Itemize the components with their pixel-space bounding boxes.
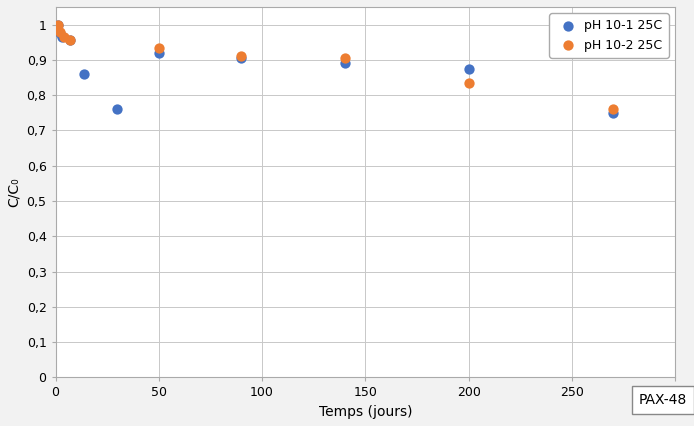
pH 10-2 25C [65,37,76,44]
pH 10-2 25C [153,44,164,51]
Text: PAX-48: PAX-48 [638,394,687,407]
pH 10-1 25C [153,49,164,56]
pH 10-2 25C [52,21,63,28]
pH 10-2 25C [463,79,474,86]
pH 10-1 25C [65,37,76,44]
pH 10-2 25C [608,106,619,113]
pH 10-1 25C [56,34,67,40]
pH 10-1 25C [339,60,350,67]
pH 10-1 25C [608,109,619,116]
pH 10-1 25C [54,30,65,37]
pH 10-2 25C [339,55,350,61]
pH 10-1 25C [52,21,63,28]
X-axis label: Temps (jours): Temps (jours) [319,405,412,419]
pH 10-2 25C [54,28,65,35]
pH 10-2 25C [58,34,69,40]
pH 10-1 25C [463,65,474,72]
pH 10-1 25C [112,106,123,113]
pH 10-2 25C [236,53,247,60]
Y-axis label: C/C₀: C/C₀ [7,177,21,207]
pH 10-1 25C [79,71,90,78]
pH 10-1 25C [236,55,247,61]
Legend: pH 10-1 25C, pH 10-2 25C: pH 10-1 25C, pH 10-2 25C [550,13,669,58]
